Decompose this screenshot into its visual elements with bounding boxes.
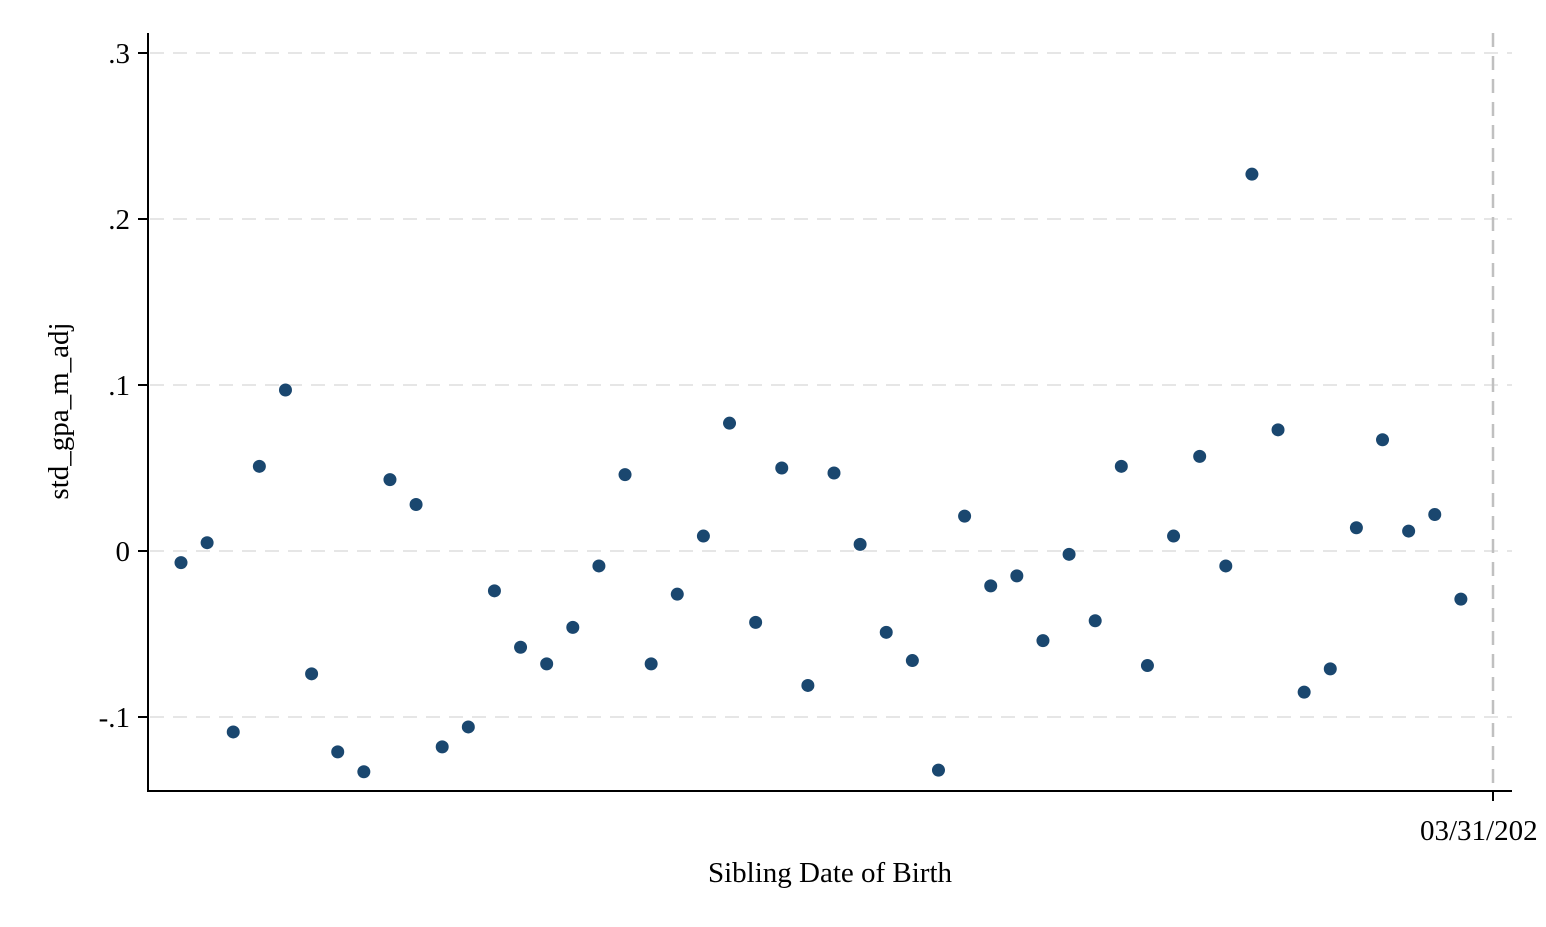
x-tick-label: 03/31/202 bbox=[1420, 815, 1538, 847]
scatter-point bbox=[958, 509, 972, 523]
scatter-point bbox=[1297, 685, 1311, 699]
scatter-point bbox=[514, 640, 528, 654]
x-axis-title: Sibling Date of Birth bbox=[708, 857, 953, 889]
scatter-point bbox=[331, 745, 345, 759]
scatter-point bbox=[409, 498, 423, 512]
scatter-point bbox=[1349, 521, 1363, 535]
scatter-point bbox=[879, 625, 893, 639]
scatter-point bbox=[540, 657, 554, 671]
scatter-point bbox=[461, 720, 475, 734]
scatter-point bbox=[1402, 524, 1416, 538]
y-tick-label: .3 bbox=[108, 38, 130, 70]
scatter-point bbox=[383, 473, 397, 487]
scatter-point bbox=[226, 725, 240, 739]
scatter-point bbox=[357, 765, 371, 779]
scatter-point bbox=[1114, 459, 1128, 473]
scatter-point bbox=[1140, 659, 1154, 673]
y-tick-label: .2 bbox=[108, 204, 130, 236]
axes bbox=[147, 33, 1512, 792]
scatter-point bbox=[749, 615, 763, 629]
scatter-point bbox=[305, 667, 319, 681]
y-tick-label: 0 bbox=[116, 536, 131, 568]
scatter-point bbox=[1167, 529, 1181, 543]
gridlines bbox=[150, 52, 1512, 718]
scatter-point bbox=[1193, 449, 1207, 463]
data-points bbox=[174, 167, 1468, 779]
scatter-point bbox=[853, 537, 867, 551]
scatter-point bbox=[487, 584, 501, 598]
scatter-point bbox=[1062, 547, 1076, 561]
scatter-point bbox=[827, 466, 841, 480]
scatter-point bbox=[1219, 559, 1233, 573]
scatter-point bbox=[723, 416, 737, 430]
scatter-point bbox=[278, 383, 292, 397]
scatter-point bbox=[174, 556, 188, 570]
scatter-point bbox=[618, 468, 632, 482]
scatter-point bbox=[775, 461, 789, 475]
scatter-point bbox=[200, 536, 214, 550]
scatter-point bbox=[1323, 662, 1337, 676]
x-axis-ticks: 03/31/202 bbox=[1420, 791, 1538, 847]
scatter-point bbox=[905, 654, 919, 668]
y-axis-title: std_gpa_m_adj bbox=[43, 322, 75, 499]
scatter-point bbox=[670, 587, 684, 601]
scatter-point bbox=[696, 529, 710, 543]
scatter-point bbox=[1454, 592, 1468, 606]
y-tick-label: -.1 bbox=[99, 702, 130, 734]
scatter-point bbox=[1376, 433, 1390, 447]
y-tick-label: .1 bbox=[108, 370, 130, 402]
scatter-point bbox=[1036, 634, 1050, 648]
scatter-point bbox=[1428, 507, 1442, 521]
scatter-point bbox=[801, 678, 815, 692]
scatter-point bbox=[566, 620, 580, 634]
scatter-point bbox=[1245, 167, 1259, 181]
scatter-point bbox=[435, 740, 449, 754]
y-axis-ticks: -.1 0 .1 .2 .3 bbox=[99, 38, 148, 734]
scatter-point bbox=[931, 763, 945, 777]
scatter-point bbox=[1010, 569, 1024, 583]
scatter-point bbox=[1271, 423, 1285, 437]
scatter-point bbox=[252, 459, 266, 473]
scatter-point bbox=[1088, 614, 1102, 628]
scatter-point bbox=[644, 657, 658, 671]
scatter-point bbox=[984, 579, 998, 593]
scatter-point bbox=[592, 559, 606, 573]
